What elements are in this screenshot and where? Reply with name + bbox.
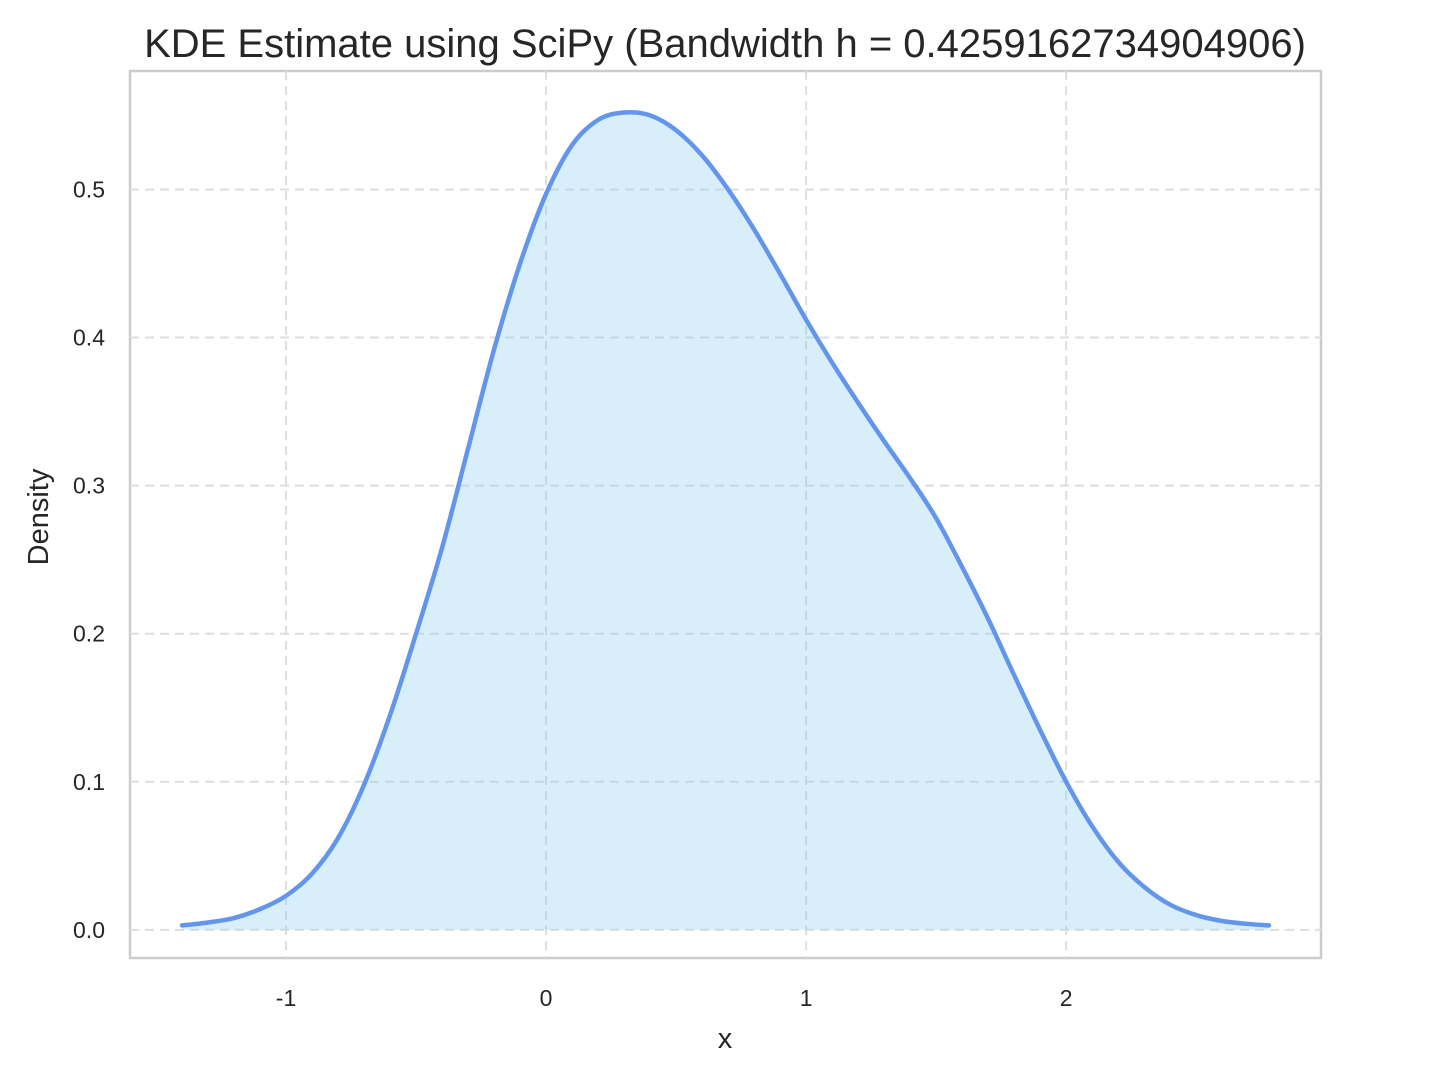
x-tick-label: 1	[800, 985, 813, 1011]
kde-fill-area	[182, 112, 1269, 930]
x-tick-label: 2	[1060, 985, 1073, 1011]
kde-curve	[179, 109, 1272, 928]
y-tick-label: 0.2	[73, 621, 105, 647]
y-axis-ticks: 0.0 0.1 0.2 0.3 0.4 0.5	[73, 176, 105, 942]
kde-area-layer	[182, 112, 1269, 930]
chart-title: KDE Estimate using SciPy (Bandwidth h = …	[144, 22, 1306, 66]
kde-line-layer	[179, 109, 1272, 928]
grid	[130, 71, 1321, 958]
x-tick-label: -1	[276, 985, 296, 1011]
y-tick-label: 0.0	[73, 917, 105, 943]
x-axis-ticks: -1 0 1 2	[276, 985, 1073, 1011]
y-tick-label: 0.3	[73, 473, 105, 499]
y-tick-label: 0.5	[73, 176, 105, 202]
x-axis-label: x	[718, 1023, 733, 1055]
plot-area	[128, 69, 1323, 960]
y-tick-label: 0.4	[73, 325, 105, 351]
y-tick-label: 0.1	[73, 769, 105, 795]
y-axis-label: Density	[23, 468, 55, 565]
x-tick-label: 0	[540, 985, 553, 1011]
